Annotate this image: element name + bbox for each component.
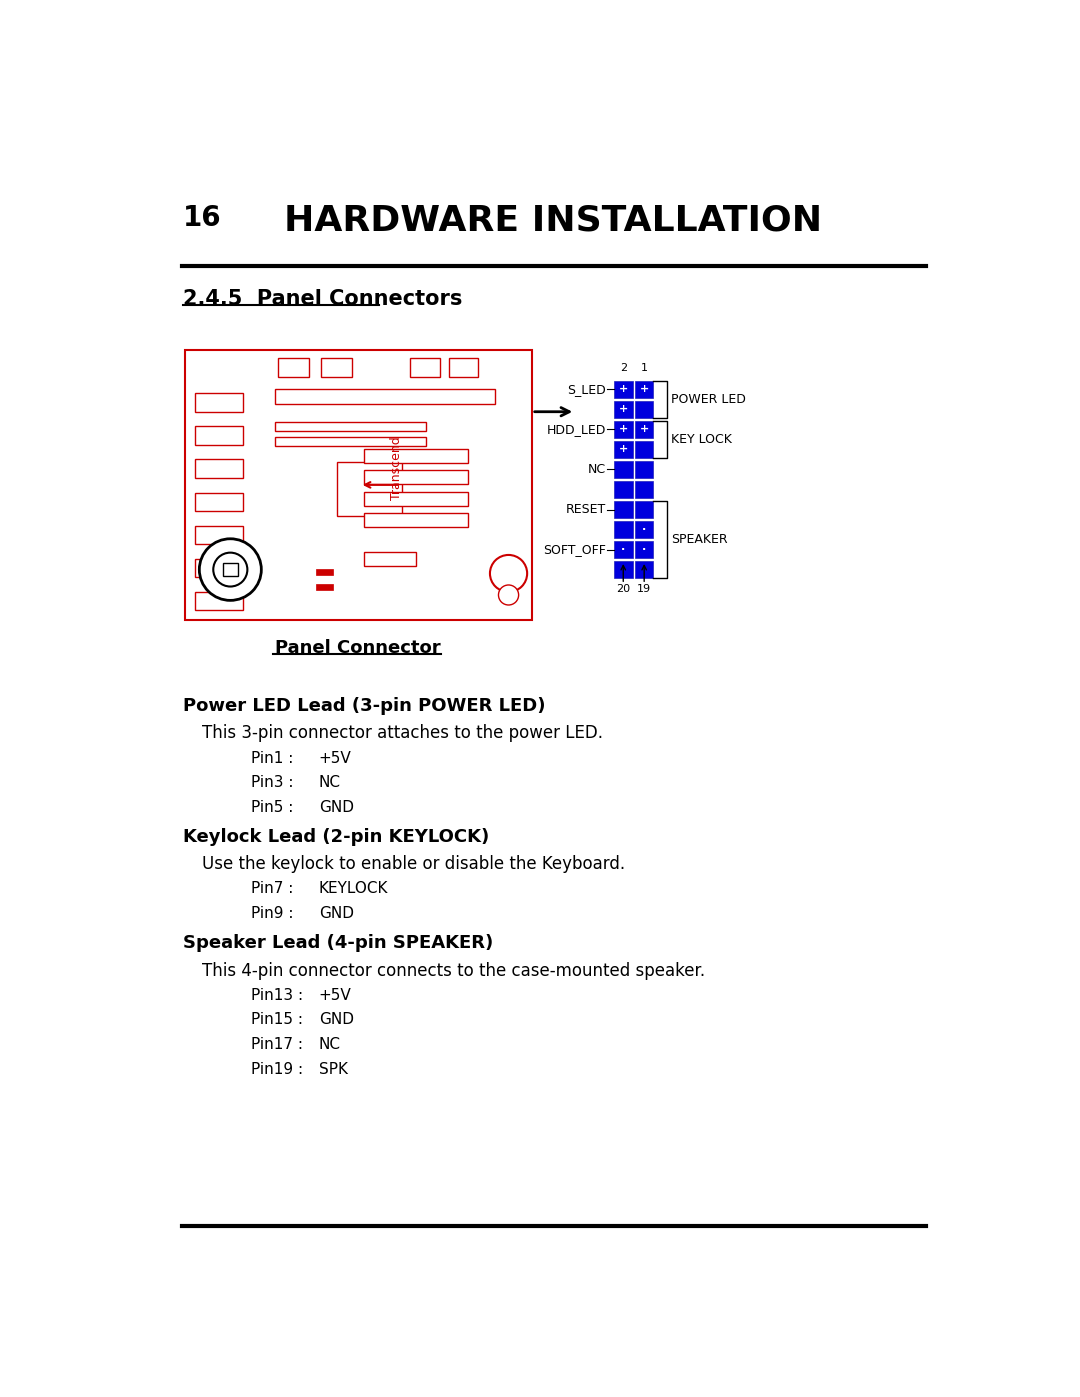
Text: Panel Connector: Panel Connector — [275, 638, 441, 657]
Text: Pin1 :: Pin1 : — [252, 750, 294, 766]
Text: +: + — [639, 384, 649, 394]
Circle shape — [213, 553, 247, 587]
Text: Transcend: Transcend — [390, 436, 403, 500]
Text: GND: GND — [319, 800, 353, 814]
Bar — [635, 541, 653, 557]
Bar — [635, 441, 653, 458]
Bar — [222, 563, 238, 576]
Bar — [194, 460, 243, 478]
Text: Speaker Lead (4-pin SPEAKER): Speaker Lead (4-pin SPEAKER) — [183, 933, 494, 951]
Text: Pin3 :: Pin3 : — [252, 775, 294, 791]
Bar — [613, 562, 633, 578]
Text: 1: 1 — [640, 363, 648, 373]
Bar — [364, 471, 469, 485]
Bar — [274, 422, 426, 432]
Text: NC: NC — [589, 462, 606, 476]
Text: Keylock Lead (2-pin KEYLOCK): Keylock Lead (2-pin KEYLOCK) — [183, 827, 489, 845]
Text: 2.4.5  Panel Connectors: 2.4.5 Panel Connectors — [183, 289, 462, 309]
Bar — [410, 358, 440, 377]
Bar — [321, 358, 352, 377]
Text: NC: NC — [319, 775, 340, 791]
Text: +: + — [619, 384, 627, 394]
Bar — [279, 358, 309, 377]
Bar — [194, 525, 243, 545]
Text: HDD_LED: HDD_LED — [546, 423, 606, 436]
Text: This 4-pin connector connects to the case-mounted speaker.: This 4-pin connector connects to the cas… — [202, 961, 705, 979]
Bar — [613, 461, 633, 478]
Bar — [449, 358, 478, 377]
Text: ·: · — [642, 524, 646, 535]
Bar — [635, 401, 653, 418]
Bar — [274, 437, 426, 447]
Text: ·: · — [642, 545, 646, 555]
Bar — [315, 584, 333, 591]
Text: ·: · — [621, 545, 625, 555]
Text: +5V: +5V — [319, 988, 351, 1003]
Text: 19: 19 — [637, 584, 651, 594]
Text: KEY LOCK: KEY LOCK — [672, 433, 732, 446]
Text: +: + — [619, 404, 627, 415]
Text: 20: 20 — [617, 584, 631, 594]
Text: SPEAKER: SPEAKER — [672, 534, 728, 546]
Text: NC: NC — [319, 1037, 340, 1052]
Bar — [194, 592, 243, 610]
Text: S_LED: S_LED — [567, 383, 606, 395]
Bar — [274, 388, 496, 404]
Bar — [186, 351, 531, 620]
Bar — [194, 559, 243, 577]
Text: Pin13 :: Pin13 : — [252, 988, 303, 1003]
Text: Pin19 :: Pin19 : — [252, 1062, 303, 1077]
Circle shape — [490, 555, 527, 592]
Text: +: + — [619, 425, 627, 434]
Bar — [613, 441, 633, 458]
Text: 2: 2 — [620, 363, 626, 373]
Bar — [635, 381, 653, 398]
Bar — [635, 562, 653, 578]
Bar — [613, 502, 633, 518]
Bar — [194, 393, 243, 412]
Bar — [635, 481, 653, 497]
Bar — [364, 552, 416, 566]
Bar — [613, 420, 633, 437]
Text: POWER LED: POWER LED — [672, 393, 746, 407]
Text: +: + — [619, 444, 627, 454]
Circle shape — [499, 585, 518, 605]
Text: HARDWARE INSTALLATION: HARDWARE INSTALLATION — [284, 204, 823, 237]
Bar — [194, 493, 243, 511]
Text: Power LED Lead (3-pin POWER LED): Power LED Lead (3-pin POWER LED) — [183, 697, 545, 715]
Bar — [635, 521, 653, 538]
Bar — [613, 541, 633, 557]
Bar — [364, 513, 469, 527]
Text: Use the keylock to enable or disable the Keyboard.: Use the keylock to enable or disable the… — [202, 855, 625, 873]
Bar — [613, 381, 633, 398]
Text: KEYLOCK: KEYLOCK — [319, 882, 388, 897]
Text: 16: 16 — [183, 204, 221, 232]
Text: Pin15 :: Pin15 : — [252, 1013, 303, 1027]
Bar — [194, 426, 243, 444]
Text: Pin5 :: Pin5 : — [252, 800, 294, 814]
Text: Pin17 :: Pin17 : — [252, 1037, 303, 1052]
Bar — [337, 462, 403, 515]
Text: GND: GND — [319, 1013, 353, 1027]
Text: Pin9 :: Pin9 : — [252, 907, 294, 921]
Text: SOFT_OFF: SOFT_OFF — [543, 543, 606, 556]
Bar — [635, 461, 653, 478]
Text: RESET: RESET — [566, 503, 606, 515]
Text: SPK: SPK — [319, 1062, 348, 1077]
Bar — [635, 420, 653, 437]
Bar — [613, 401, 633, 418]
Text: +5V: +5V — [319, 750, 351, 766]
Bar — [613, 481, 633, 497]
Text: GND: GND — [319, 907, 353, 921]
Text: This 3-pin connector attaches to the power LED.: This 3-pin connector attaches to the pow… — [202, 725, 604, 742]
Circle shape — [200, 539, 261, 601]
Text: Pin7 :: Pin7 : — [252, 882, 294, 897]
Bar — [315, 569, 333, 576]
Bar — [613, 521, 633, 538]
Bar — [364, 448, 469, 462]
Bar — [364, 492, 469, 506]
Bar — [635, 502, 653, 518]
Text: +: + — [639, 425, 649, 434]
